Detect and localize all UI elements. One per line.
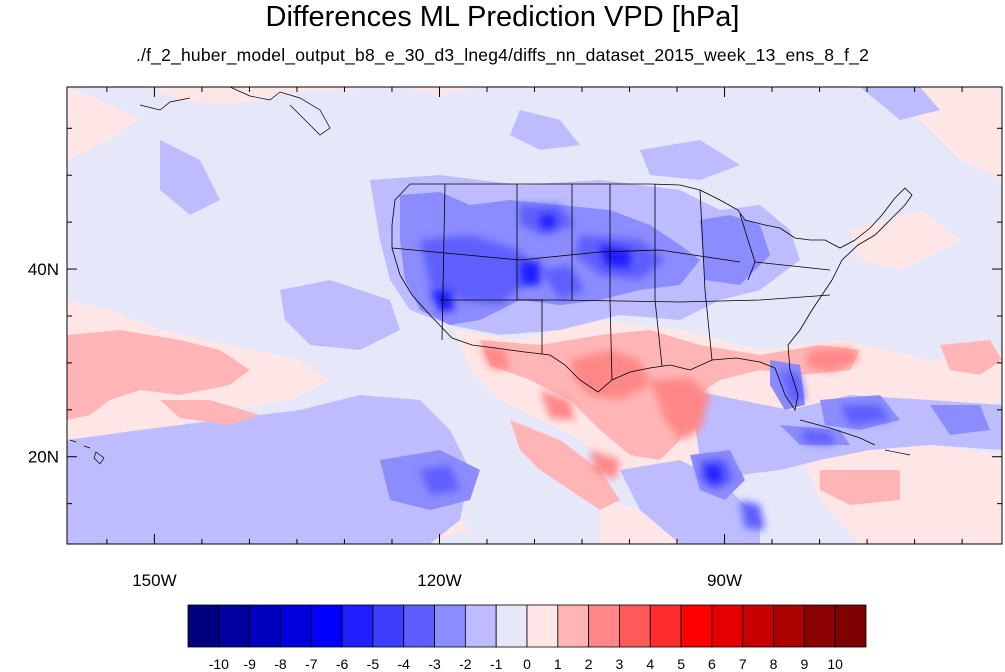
colorbar-swatch xyxy=(711,604,744,648)
lat-tick-label: 40N xyxy=(28,260,59,279)
colorbar-swatch xyxy=(742,604,774,648)
colorbar-swatch xyxy=(280,604,312,648)
colorbar-label: -3 xyxy=(428,656,441,672)
lon-tick-label: 90W xyxy=(707,571,742,590)
colorbar-swatch xyxy=(218,604,251,648)
colorbar-swatch xyxy=(619,604,651,648)
colorbar-label: 5 xyxy=(677,656,685,672)
us-outline xyxy=(391,183,913,412)
vpd-difference-field xyxy=(67,87,1002,544)
colorbar-label: 7 xyxy=(739,656,747,672)
lon-tick-label: 150W xyxy=(132,571,176,590)
colorbar-swatch xyxy=(187,604,220,648)
colorbar-swatch xyxy=(526,604,559,648)
colorbar-label: 0 xyxy=(523,656,531,672)
colorbar-label: -1 xyxy=(490,656,503,672)
caribbean-islands xyxy=(799,419,911,456)
axis-ticks: 150W 120W 90W 40N 20N xyxy=(28,87,1002,590)
colorbar-swatch xyxy=(403,604,435,648)
colorbar-label: 10 xyxy=(827,656,843,672)
colorbar-label: 8 xyxy=(770,656,778,672)
colorbar-swatch xyxy=(834,604,867,648)
colorbar-swatch xyxy=(464,604,497,648)
colorbar-label: 3 xyxy=(616,656,624,672)
colorbar-swatch xyxy=(341,604,374,648)
lat-tick-label: 20N xyxy=(28,448,59,467)
colorbar-label: -2 xyxy=(459,656,472,672)
colorbar-label: -7 xyxy=(305,656,318,672)
colorbar-swatch xyxy=(372,604,405,648)
plot-subtitle: ./f_2_huber_model_output_b8_e_30_d3_lneg… xyxy=(135,45,870,65)
colorbar-swatch xyxy=(495,604,528,648)
colorbar-label: -8 xyxy=(274,656,287,672)
colorbar-label: -5 xyxy=(367,656,380,672)
colorbar-label: 2 xyxy=(585,656,593,672)
contour-2-to-4 xyxy=(480,345,860,480)
colorbar-swatch xyxy=(803,604,836,648)
contour-neg5-to-neg3 xyxy=(420,205,890,530)
colorbar-swatch xyxy=(310,604,343,648)
colorbar-label: -9 xyxy=(243,656,256,672)
colorbar-swatch xyxy=(434,604,466,648)
colorbar-label: 9 xyxy=(800,656,808,672)
colorbar: -10 -9 -8 -7 -6 -5 -4 -3 -2 -1 0 1 2 3 4 5 6 7 8 9 10 xyxy=(187,604,867,672)
colorbar-label: 4 xyxy=(646,656,654,672)
colorbar-label: -6 xyxy=(336,656,349,672)
colorbar-label: 6 xyxy=(708,656,716,672)
colorbar-label: -10 xyxy=(209,656,229,672)
colorbar-swatch xyxy=(557,604,590,648)
alaska-coastline xyxy=(139,87,331,136)
colorbar-label: 1 xyxy=(554,656,562,672)
hawaii-islands xyxy=(69,439,105,465)
colorbar-swatch xyxy=(588,604,620,648)
colorbar-swatch xyxy=(680,604,713,648)
lon-tick-label: 120W xyxy=(417,571,461,590)
colorbar-label: -4 xyxy=(398,656,411,672)
plot-title: Differences ML Prediction VPD [hPa] xyxy=(265,1,740,33)
colorbar-swatch xyxy=(649,604,682,648)
colorbar-swatch xyxy=(249,604,281,648)
colorbar-swatch xyxy=(773,604,805,648)
